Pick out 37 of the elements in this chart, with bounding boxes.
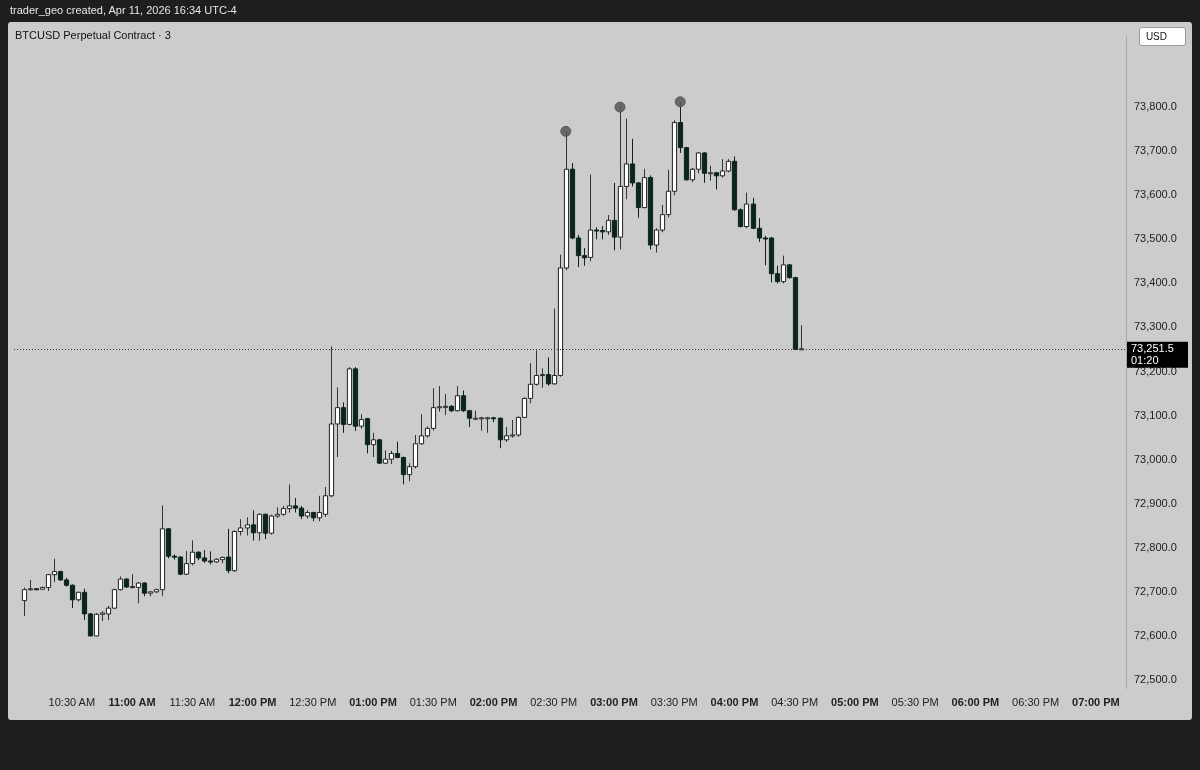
x-tick-label: 12:30 PM bbox=[289, 696, 337, 709]
x-tick-label: 06:00 PM bbox=[951, 696, 1000, 709]
y-tick-label: 72,600.0 bbox=[1134, 628, 1177, 641]
text: 01:20 bbox=[1131, 353, 1159, 366]
x-tick-label: 01:00 PM bbox=[349, 696, 397, 709]
x-tick-label: 02:30 PM bbox=[530, 696, 578, 709]
x-tick-label: 07:00 PM bbox=[1072, 696, 1120, 709]
y-tick-label: 73,100.0 bbox=[1134, 408, 1177, 421]
x-tick-label: 04:00 PM bbox=[710, 696, 759, 709]
x-tick-label: 11:30 AM bbox=[169, 696, 216, 709]
x-tick-label: 06:30 PM bbox=[1012, 696, 1060, 709]
chart-title: BTCUSD Perpetual Contract · 3 bbox=[15, 29, 171, 41]
y-tick-label: 72,500.0 bbox=[1134, 673, 1177, 686]
x-tick-label: 02:00 PM bbox=[469, 696, 518, 709]
y-tick-label: 73,500.0 bbox=[1134, 232, 1177, 245]
y-tick-label: 73,700.0 bbox=[1134, 144, 1177, 157]
x-tick-label: 05:00 PM bbox=[831, 696, 879, 709]
y-tick-label: 72,700.0 bbox=[1134, 584, 1177, 597]
y-tick-label: 73,800.0 bbox=[1134, 100, 1177, 113]
x-tick-label: 04:30 PM bbox=[771, 696, 819, 709]
x-tick-label: 03:00 PM bbox=[590, 696, 638, 709]
y-tick-label: 73,200.0 bbox=[1134, 364, 1177, 377]
y-tick-label: 72,900.0 bbox=[1134, 496, 1177, 509]
y-axis-title: USD bbox=[1138, 27, 1186, 46]
x-tick-label: 01:30 PM bbox=[409, 696, 457, 709]
x-tick-label: 10:30 AM bbox=[48, 696, 96, 709]
text: trader_geo created, Apr 11, 2026 16:34 UTC-4 bbox=[10, 4, 237, 16]
y-tick-label: 72,800.0 bbox=[1134, 540, 1177, 553]
x-tick-label: 11:00 AM bbox=[108, 696, 156, 709]
ref-line-label: 73,251.5 bbox=[1131, 341, 1174, 354]
x-tick-label: 03:30 PM bbox=[650, 696, 698, 709]
y-tick-label: 73,000.0 bbox=[1134, 452, 1177, 465]
x-tick-label: 05:30 PM bbox=[891, 696, 939, 709]
y-tick-label: 73,400.0 bbox=[1134, 276, 1177, 289]
y-tick-label: 73,600.0 bbox=[1134, 188, 1177, 201]
x-tick-label: 12:00 PM bbox=[228, 696, 277, 709]
y-tick-label: 73,300.0 bbox=[1134, 320, 1177, 333]
